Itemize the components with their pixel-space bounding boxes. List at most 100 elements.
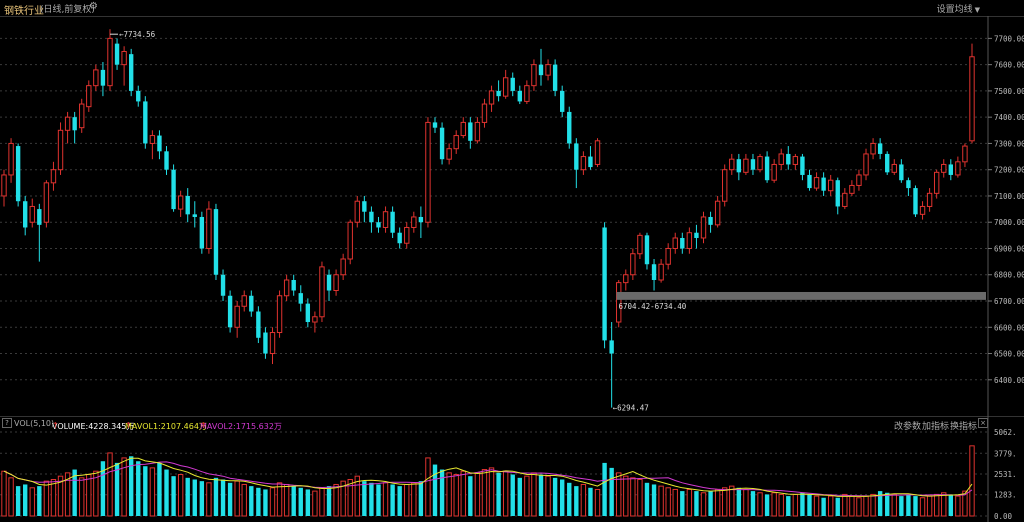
volume-bar (778, 493, 784, 517)
volume-bar (347, 478, 353, 517)
candle-body (128, 54, 134, 91)
candle-body (651, 264, 657, 280)
low-label: ←6294.47 (613, 404, 649, 413)
candle-body (453, 135, 459, 150)
candle-body (637, 234, 643, 255)
candle-body (757, 156, 763, 171)
candle-body (241, 295, 247, 307)
volume-bar (665, 487, 671, 517)
volume-bar (453, 474, 459, 517)
candle-body (100, 69, 106, 86)
candle-body (15, 146, 21, 202)
volume-bar (594, 488, 601, 517)
candle-body (107, 37, 113, 87)
candle-body (468, 122, 473, 141)
price-tick-label: 7700.00 (994, 34, 1024, 43)
candle-body (50, 169, 57, 184)
gap-band (616, 291, 986, 300)
volume-bar (43, 480, 50, 517)
volume-bar (602, 462, 607, 516)
volume-bar (376, 484, 381, 516)
candle-body (906, 180, 911, 189)
volume-bar (86, 474, 92, 517)
candle-body (870, 142, 876, 155)
candle-body (891, 163, 897, 173)
volume-bar (835, 497, 840, 516)
volume-bar (870, 493, 876, 517)
volume-bar (37, 486, 42, 516)
volume-bar (121, 457, 127, 517)
volume-bar (425, 457, 431, 517)
candle-body (743, 158, 749, 173)
arrow-up-icon: ↑ (52, 421, 59, 430)
vol-indicator-label[interactable]: VOL(5,10) (14, 419, 55, 428)
candle-body (79, 103, 85, 129)
candle-body (269, 332, 276, 355)
volume-bar (714, 488, 721, 517)
candle-body (594, 140, 601, 165)
candle-body (149, 135, 156, 144)
volume-bar (319, 487, 325, 517)
candle-body (446, 148, 452, 160)
volume-bar (333, 483, 339, 517)
price-tick-label: 6500.00 (994, 350, 1024, 359)
change-params-button[interactable]: 改参数 (894, 422, 922, 432)
candle-body (517, 90, 522, 102)
volume-bar (651, 484, 657, 516)
set-ma-button[interactable]: 设置均线 ▼ (936, 5, 980, 15)
candle-body (764, 156, 770, 181)
candle-body (926, 192, 933, 207)
candle-body (524, 85, 530, 102)
volume-bar (700, 492, 707, 517)
candle-body (256, 311, 261, 338)
candle-body (750, 159, 756, 170)
volume-bar (234, 480, 240, 517)
volume-bar (764, 494, 770, 516)
gear-icon[interactable]: ⚙ (89, 1, 98, 12)
volume-bar (79, 477, 85, 517)
candle-body (432, 122, 438, 128)
volume-bar (390, 484, 395, 516)
price-tick-label: 7200.00 (994, 166, 1024, 175)
volume-bar (856, 497, 862, 517)
volume-bar (460, 470, 466, 517)
switch-indicator-button[interactable]: 换指标 (950, 422, 978, 432)
candle-body (298, 293, 303, 304)
candle-body (276, 295, 283, 334)
candle-body (665, 247, 671, 265)
candle-body (64, 116, 71, 131)
candle-body (955, 161, 961, 176)
candle-body (786, 153, 791, 165)
volume-axis: 0.00 1283. 2531. 3779. 5062. (994, 428, 1017, 521)
volume-bar (227, 482, 233, 516)
volume-bar (50, 478, 57, 517)
add-indicator-button[interactable]: 加指标 (922, 422, 950, 432)
price-tick-label: 7400.00 (994, 113, 1024, 122)
volume-bar (517, 477, 522, 516)
candle-body (948, 164, 953, 175)
chart-header: 钢铁行业 (日线,前复权) ⚙ 设置均线 ▼ (0, 0, 1024, 17)
volume-bar (404, 483, 410, 517)
volume-bar (263, 489, 268, 516)
help-icon[interactable]: ? (2, 418, 12, 428)
candle-body (680, 237, 685, 249)
volume-bar (708, 491, 713, 516)
candle-body (354, 200, 360, 223)
candle-body (23, 201, 28, 228)
chart-title: 钢铁行业 (4, 6, 44, 17)
volume-bar (369, 482, 374, 516)
candle-body (164, 151, 169, 170)
candle-body (588, 156, 593, 168)
volume-bar (256, 487, 261, 516)
candle-body (941, 163, 947, 173)
volume-bar (694, 491, 699, 516)
volume-bar (468, 476, 473, 516)
volume-bar (199, 481, 205, 516)
volume-bar (686, 488, 693, 517)
volume-bar (354, 475, 360, 517)
volume-bar (786, 496, 791, 516)
candle-body (658, 263, 664, 281)
candle-body (899, 164, 904, 181)
chart-subtitle: (日线,前复权) (40, 5, 95, 15)
